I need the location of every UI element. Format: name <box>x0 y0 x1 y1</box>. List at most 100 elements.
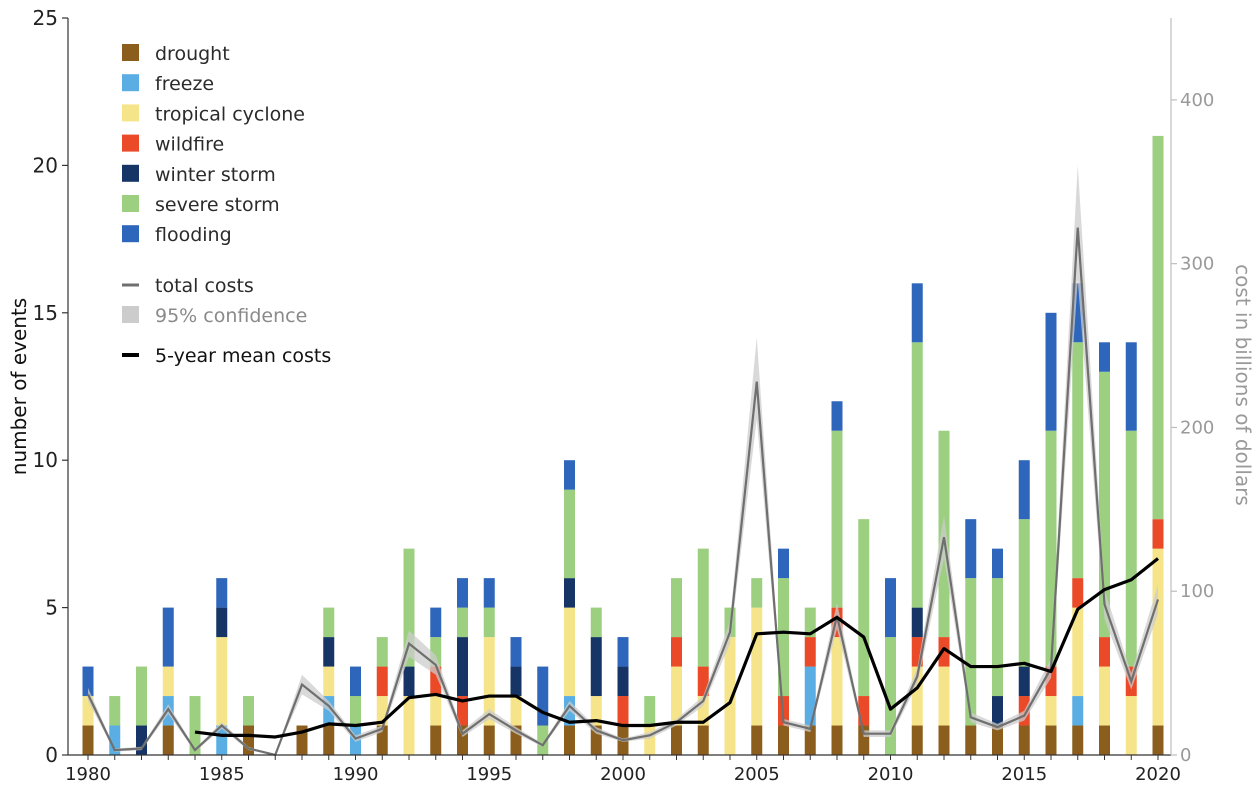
bar-flooding-2017 <box>1072 283 1084 343</box>
bar-flooding-1980 <box>82 666 94 697</box>
bar-tropical-cyclone-2004 <box>724 637 736 755</box>
y2-tick-label-0: 0 <box>1180 745 1191 766</box>
five-year-mean-line <box>194 557 1159 739</box>
bar-winter-storm-2000 <box>617 666 629 697</box>
bar-winter-storm-1998 <box>564 578 575 608</box>
bar-tropical-cyclone-2017 <box>1072 607 1084 697</box>
bar-winter-storm-1985 <box>216 607 228 638</box>
bar-severe-storm-2016 <box>1045 430 1057 667</box>
bar-freeze-1981 <box>109 725 121 755</box>
bar-severe-storm-1984 <box>189 696 201 755</box>
bar-flooding-1990 <box>350 666 361 697</box>
bar-drought-2005 <box>751 725 763 755</box>
bar-winter-storm-1994 <box>457 637 468 697</box>
bar-severe-storm-2015 <box>1018 519 1030 667</box>
bar-severe-storm-2007 <box>804 607 816 638</box>
bar-flooding-2018 <box>1099 342 1110 372</box>
bar-wildfire-2016 <box>1045 666 1057 697</box>
bar-wildfire-2003 <box>697 666 709 697</box>
bar-tropical-cyclone-1995 <box>483 637 495 726</box>
bar-tropical-cyclone-2008 <box>831 637 843 726</box>
bar-severe-storm-1993 <box>430 637 442 667</box>
bar-drought-1998 <box>564 725 575 755</box>
bar-flooding-2006 <box>778 548 789 579</box>
bar-flooding-2000 <box>617 637 629 667</box>
bar-drought-2007 <box>804 725 816 755</box>
bar-drought-1989 <box>323 725 335 755</box>
bar-severe-storm-2011 <box>911 342 923 608</box>
bar-severe-storm-1999 <box>590 607 602 638</box>
axes-layer: 0 5 10 15 20 25 number of events 1980 1985 1990 19… <box>7 6 1255 785</box>
bar-severe-storm-2001 <box>644 696 656 726</box>
total-costs-line <box>87 227 1160 757</box>
bar-tropical-cyclone-2001 <box>644 725 656 755</box>
x-tick-label-2015: 2015 <box>1001 764 1047 785</box>
bar-wildfire-1991 <box>376 666 388 697</box>
bar-freeze-1985 <box>216 725 228 755</box>
bar-tropical-cyclone-1992 <box>403 696 415 755</box>
bar-flooding-2011 <box>911 283 923 343</box>
y-tick-label-5: 5 <box>45 596 58 620</box>
bar-flooding-1994 <box>457 578 468 608</box>
bar-drought-2006 <box>778 725 789 755</box>
y2-axis-label: cost in billions of dollars <box>1231 264 1255 506</box>
bar-flooding-1996 <box>510 637 522 667</box>
bar-flooding-2008 <box>831 401 843 431</box>
bar-flooding-2015 <box>1018 460 1030 520</box>
bar-flooding-2016 <box>1045 312 1057 431</box>
bar-drought-1993 <box>430 725 442 755</box>
bar-wildfire-2015 <box>1018 696 1030 726</box>
x-tick-label-2020: 2020 <box>1135 764 1181 785</box>
bar-freeze-2007 <box>804 666 816 726</box>
bar-severe-storm-2010 <box>885 637 896 755</box>
bar-drought-1983 <box>162 725 174 755</box>
bar-severe-storm-1992 <box>403 548 415 667</box>
bar-wildfire-2011 <box>911 637 923 667</box>
legend-label-winter-storm: winter storm <box>155 164 276 186</box>
bar-severe-storm-1990 <box>350 696 361 726</box>
bar-tropical-cyclone-1998 <box>564 607 575 697</box>
bar-drought-2013 <box>965 725 977 755</box>
legend-label-freeze: freeze <box>155 73 214 95</box>
y2-tick-label-200: 200 <box>1180 417 1214 438</box>
legend-swatch-severe-storm <box>122 195 139 212</box>
bar-tropical-cyclone-1996 <box>510 696 522 726</box>
legend-label-confidence: 95% confidence <box>155 305 307 327</box>
bar-drought-1999 <box>590 725 602 755</box>
bar-wildfire-2020 <box>1152 519 1164 549</box>
bar-wildfire-2017 <box>1072 578 1084 608</box>
y-tick-label-0: 0 <box>45 743 58 767</box>
y2-tick-label-300: 300 <box>1180 254 1214 275</box>
bar-severe-storm-2005 <box>751 578 763 608</box>
bar-drought-2003 <box>697 725 709 755</box>
legend-label-five-year-mean: 5-year mean costs <box>155 345 331 367</box>
bar-severe-storm-2006 <box>778 578 789 697</box>
bar-severe-storm-2013 <box>965 578 977 726</box>
bar-severe-storm-1995 <box>483 607 495 638</box>
bar-flooding-1995 <box>483 578 495 608</box>
y2-tick-label-400: 400 <box>1180 90 1214 111</box>
bar-flooding-2010 <box>885 578 896 638</box>
bar-severe-storm-2003 <box>697 548 709 667</box>
bar-severe-storm-2019 <box>1125 430 1137 667</box>
bar-severe-storm-2008 <box>831 430 843 608</box>
legend-label-flooding: flooding <box>155 224 232 246</box>
bar-tropical-cyclone-2018 <box>1099 666 1110 726</box>
bar-flooding-1998 <box>564 460 575 490</box>
bar-tropical-cyclone-1989 <box>323 666 335 697</box>
legend-swatch-wildfire <box>122 134 139 152</box>
bar-drought-2018 <box>1099 725 1110 755</box>
bar-drought-1994 <box>457 725 468 755</box>
bar-tropical-cyclone-2012 <box>938 666 950 726</box>
bar-tropical-cyclone-1985 <box>216 637 228 726</box>
legend: drought freeze tropical cyclone wildfire win… <box>122 43 331 367</box>
bar-drought-2017 <box>1072 725 1084 755</box>
bar-drought-1988 <box>296 725 308 755</box>
bar-severe-storm-2017 <box>1072 342 1084 579</box>
legend-swatch-tropical-cyclone <box>122 104 139 122</box>
bar-severe-storm-1989 <box>323 607 335 638</box>
bar-drought-2002 <box>671 725 682 755</box>
bar-tropical-cyclone-2003 <box>697 696 709 726</box>
bar-severe-storm-1986 <box>243 696 254 726</box>
